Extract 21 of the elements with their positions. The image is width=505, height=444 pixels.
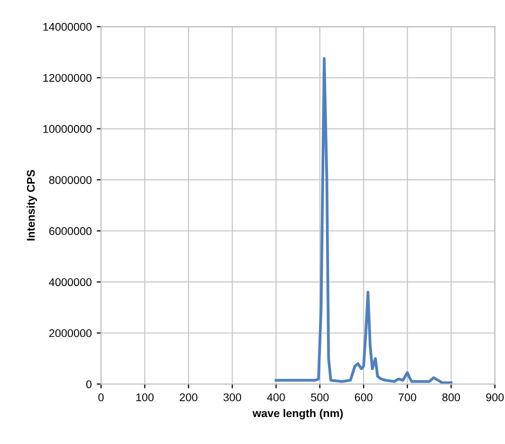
x-tick-label: 300 bbox=[223, 393, 242, 402]
y-tick-label: 0 bbox=[86, 380, 92, 388]
y-axis-title: Intensity CPS bbox=[26, 170, 37, 240]
x-tick-label: 600 bbox=[354, 393, 372, 402]
x-axis-title: wave length (nm) bbox=[252, 409, 343, 420]
y-tick-label: 10000000 bbox=[43, 125, 92, 133]
y-tick-label: 8000000 bbox=[49, 176, 92, 184]
y-tick-label: 6000000 bbox=[49, 227, 92, 236]
y-tick-label: 12000000 bbox=[43, 74, 92, 82]
x-tick-label: 500 bbox=[311, 393, 329, 402]
y-tick-label: 14000000 bbox=[43, 22, 92, 31]
y-tick-label: 2000000 bbox=[49, 329, 92, 338]
x-tick-label: 400 bbox=[267, 393, 285, 402]
line-series bbox=[274, 57, 453, 384]
x-tick-label: 200 bbox=[180, 393, 198, 402]
x-tick-label: 700 bbox=[398, 393, 416, 402]
x-tick-label: 0 bbox=[98, 393, 104, 402]
y-tick-label: 4000000 bbox=[48, 278, 92, 286]
x-tick-label: 100 bbox=[136, 393, 154, 402]
x-tick-label: 800 bbox=[442, 393, 460, 402]
x-tick-label: 900 bbox=[486, 393, 504, 402]
